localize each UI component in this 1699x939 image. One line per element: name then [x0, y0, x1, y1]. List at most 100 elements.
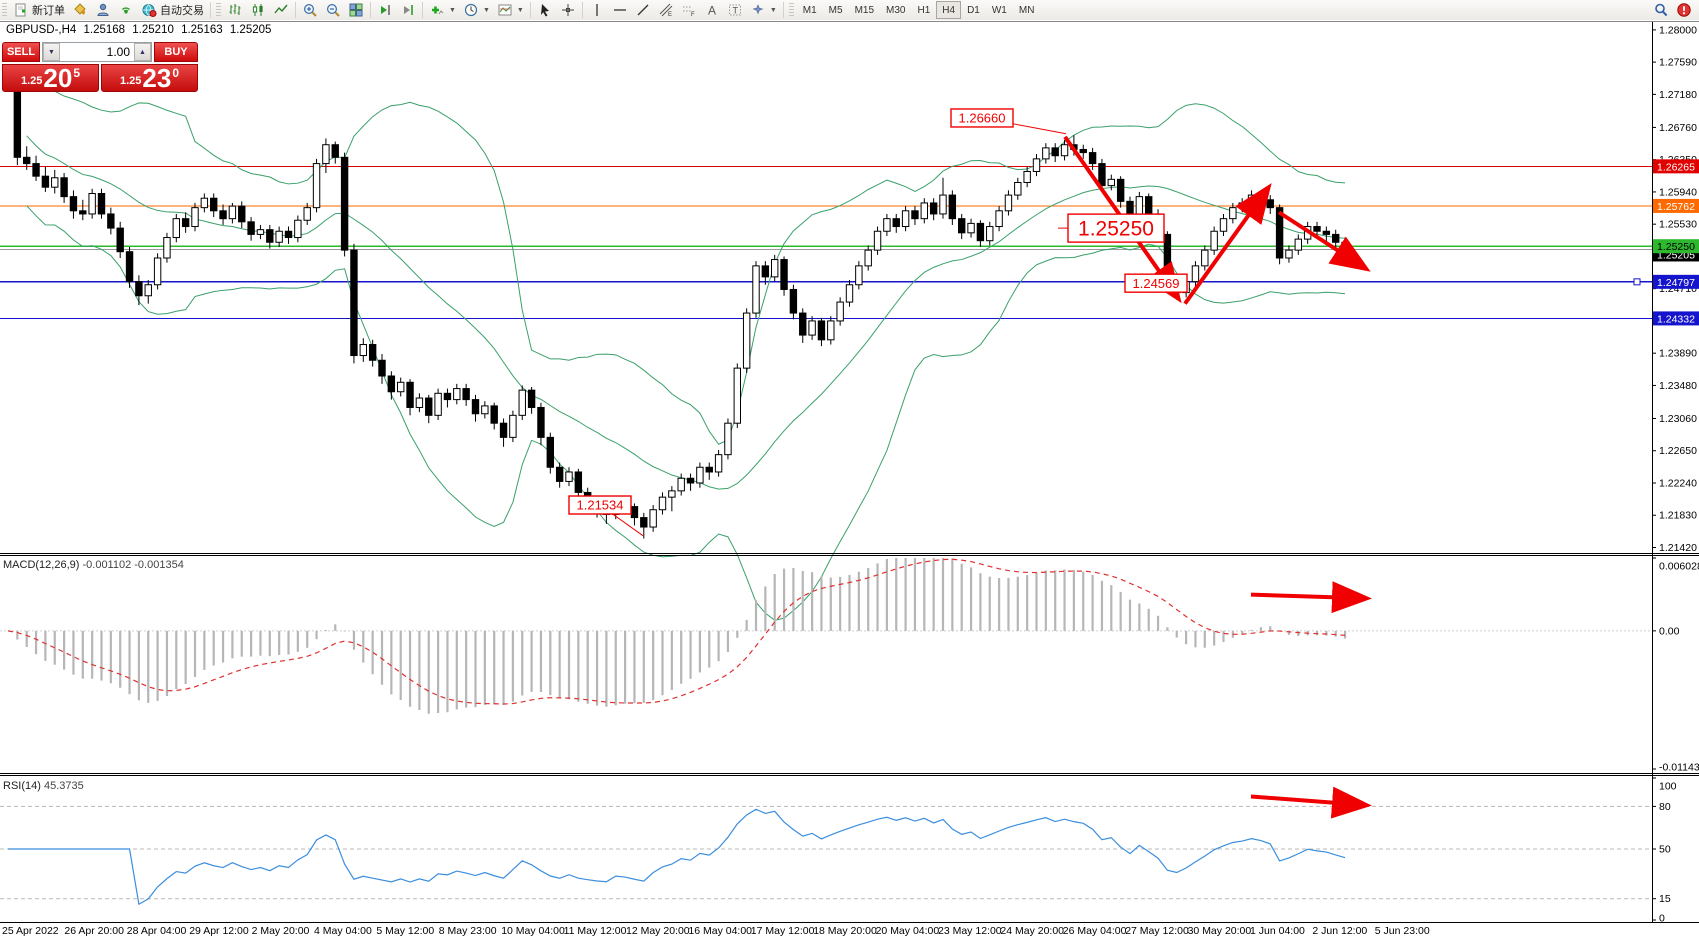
timeframe-button-M1[interactable]: M1: [802, 4, 817, 16]
trend-arrows[interactable]: [1063, 135, 1372, 819]
timeframe-button-H1[interactable]: H1: [917, 4, 931, 16]
volume-increase-button[interactable]: ▲: [134, 43, 151, 61]
buy-price-display[interactable]: 1.25 23 0: [101, 64, 198, 92]
time-axis-label: 23 May 12:00: [938, 925, 1002, 937]
buy-price-main: 23: [142, 63, 172, 93]
dropdown-caret-icon: ▼: [516, 6, 524, 14]
zoom-in-button[interactable]: [299, 1, 321, 19]
auto-scroll-icon: [381, 5, 390, 15]
text-icon: A: [708, 4, 716, 18]
volume-decrease-button[interactable]: ▼: [43, 43, 60, 61]
svg-text:50: 50: [1659, 844, 1671, 856]
time-axis-label: 26 Apr 20:00: [64, 925, 124, 937]
sell-price-main: 20: [43, 63, 73, 93]
timeframe-toolbar: M1 M5 M15 M30 H1 H4 D1 W1 MN: [797, 1, 1041, 19]
bar-chart-icon: [229, 4, 241, 15]
sell-price-display[interactable]: 1.25 20 5: [2, 64, 99, 92]
svg-text:A: A: [708, 4, 716, 18]
svg-text:1.23480: 1.23480: [1659, 380, 1697, 392]
price-annotation-box[interactable]: 1.26660: [950, 108, 1067, 135]
auto-scroll-button[interactable]: [374, 1, 396, 19]
rsi-indicator-label: RSI(14) 45.3735: [3, 780, 84, 792]
timeframe-button-M5[interactable]: M5: [828, 4, 843, 16]
search-button[interactable]: [1650, 1, 1672, 19]
indicators-button[interactable]: ▼: [426, 1, 459, 19]
bar-chart-mode-button[interactable]: [224, 1, 246, 19]
toolbar-grip[interactable]: [2, 3, 7, 17]
timeframe-button-D1[interactable]: D1: [967, 4, 980, 16]
chart-symbol-period: GBPUSD-,H4: [6, 24, 77, 36]
svg-text:1.25530: 1.25530: [1659, 219, 1697, 231]
svg-text:0.00: 0.00: [1659, 625, 1680, 637]
grid-tool-button[interactable]: F: [678, 1, 700, 19]
ohlc-high: 1.25210: [132, 24, 174, 36]
time-axis-label: 11 May 12:00: [563, 925, 627, 937]
buy-price-pip: 0: [172, 66, 180, 80]
time-axis-label: 5 Jun 23:00: [1374, 925, 1430, 937]
time-axis-label: 29 Apr 12:00: [189, 925, 249, 937]
price-annotation-box[interactable]: 1.21534: [568, 495, 644, 537]
label-tool-button[interactable]: T: [724, 1, 746, 19]
volume-input[interactable]: [60, 43, 134, 61]
chart-shift-button[interactable]: [397, 1, 419, 19]
auto-trading-button[interactable]: 自动交易: [138, 1, 207, 19]
horizontal-level-lines[interactable]: [0, 165, 1652, 320]
horizontal-line-tool-button[interactable]: [609, 1, 631, 19]
sell-button[interactable]: SELL: [2, 42, 40, 62]
price-tag: 1.25250: [1653, 239, 1699, 254]
price-annotation-box[interactable]: 1.25250: [1058, 213, 1165, 243]
svg-text:1.25762: 1.25762: [1657, 201, 1695, 213]
periods-button[interactable]: ▼: [460, 1, 493, 19]
vertical-line-tool-button[interactable]: [586, 1, 608, 19]
dropdown-caret-icon: ▼: [769, 6, 777, 14]
timeframe-button-M30[interactable]: M30: [886, 4, 906, 16]
vertical-line-icon: [596, 4, 598, 16]
time-axis-label: 27 May 12:00: [1125, 925, 1189, 937]
timeframe-button-MN[interactable]: MN: [1018, 4, 1035, 16]
line-chart-mode-button[interactable]: [270, 1, 292, 19]
svg-text:1.26265: 1.26265: [1657, 161, 1695, 173]
candlestick-mode-button[interactable]: [247, 1, 269, 19]
time-axis-label: 18 May 20:00: [813, 925, 877, 937]
text-tool-button[interactable]: A: [701, 1, 723, 19]
svg-text:0: 0: [1659, 913, 1665, 923]
fibonacci-tool-button[interactable]: E: [655, 1, 677, 19]
profile-button[interactable]: [92, 1, 114, 19]
svg-text:F: F: [691, 12, 695, 18]
zoom-out-icon: [326, 3, 340, 17]
shapes-tool-button[interactable]: ▼: [747, 1, 780, 19]
new-order-button[interactable]: 新订单: [10, 1, 68, 19]
cursor-tool-button[interactable]: [534, 1, 556, 19]
toolbar-grip[interactable]: [216, 3, 221, 17]
chart-region: 1.26660 1.25250 1.24569 1.21534 1.28000 1.275…: [0, 20, 1699, 939]
timeframe-button-M15[interactable]: M15: [854, 4, 875, 16]
styler-button[interactable]: [69, 1, 91, 19]
sell-price-prefix: 1.25: [20, 75, 43, 87]
price-chart-canvas[interactable]: 1.26660 1.25250 1.24569 1.21534 1.28000 1.275…: [0, 20, 1699, 922]
trend-line-tool-button[interactable]: [632, 1, 654, 19]
ohlc-low: 1.25163: [181, 24, 223, 36]
fibonacci-icon: E: [659, 3, 673, 18]
time-axis[interactable]: 25 Apr 2022 26 Apr 20:00 28 Apr 04:00 29 Ap…: [0, 922, 1699, 939]
zoom-out-button[interactable]: [322, 1, 344, 19]
crosshair-tool-button[interactable]: [557, 1, 579, 19]
time-axis-label: 12 May 20:00: [626, 925, 690, 937]
time-axis-label: 1 Jun 04:00: [1250, 925, 1305, 937]
timeframe-button-H4[interactable]: H4: [936, 1, 962, 19]
text-label-icon: T: [728, 4, 741, 16]
top-toolbar: 新订单 自动交易: [0, 0, 1699, 21]
community-alert-button[interactable]: [1673, 1, 1695, 19]
templates-button[interactable]: ▼: [494, 1, 527, 19]
svg-text:1.25250: 1.25250: [1078, 218, 1154, 241]
tile-windows-button[interactable]: [345, 1, 367, 19]
timeframe-button-W1[interactable]: W1: [991, 4, 1007, 16]
buy-button[interactable]: BUY: [154, 42, 198, 62]
new-order-label: 新订单: [32, 5, 65, 17]
price-annotation-box[interactable]: 1.24569: [1124, 273, 1188, 297]
signals-button[interactable]: [115, 1, 137, 19]
profile-icon: [97, 3, 109, 16]
toolbar-grip[interactable]: [788, 3, 794, 17]
macd-histogram: [16, 558, 1347, 714]
